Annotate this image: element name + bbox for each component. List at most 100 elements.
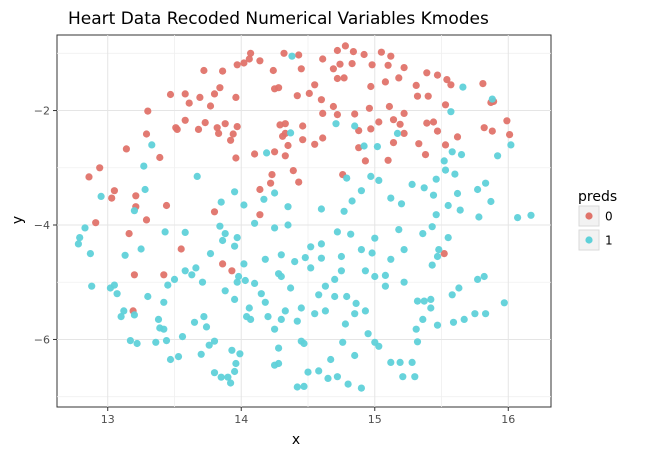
point-pred-0 bbox=[256, 185, 264, 194]
point-pred-1 bbox=[500, 299, 508, 307]
legend-label-0: 0 bbox=[605, 210, 613, 224]
point-pred-1 bbox=[232, 359, 240, 368]
point-pred-1 bbox=[527, 211, 535, 219]
point-pred-1 bbox=[217, 198, 225, 206]
point-pred-0 bbox=[280, 49, 288, 57]
point-pred-0 bbox=[279, 132, 287, 140]
point-pred-0 bbox=[299, 122, 307, 130]
point-pred-0 bbox=[441, 141, 450, 149]
point-pred-1 bbox=[482, 310, 490, 318]
point-pred-1 bbox=[133, 339, 141, 348]
point-pred-0 bbox=[295, 51, 303, 59]
point-pred-1 bbox=[293, 317, 301, 325]
point-pred-1 bbox=[371, 272, 379, 281]
point-pred-1 bbox=[227, 379, 235, 387]
point-pred-1 bbox=[231, 295, 239, 303]
point-pred-1 bbox=[275, 344, 283, 352]
point-pred-1 bbox=[455, 284, 463, 292]
point-pred-1 bbox=[311, 310, 319, 318]
point-pred-1 bbox=[247, 315, 255, 323]
point-pred-1 bbox=[457, 151, 466, 159]
point-pred-1 bbox=[297, 304, 305, 312]
point-pred-1 bbox=[317, 205, 325, 213]
point-pred-0 bbox=[396, 120, 404, 128]
point-pred-0 bbox=[319, 134, 327, 142]
point-pred-1 bbox=[337, 267, 345, 275]
point-pred-1 bbox=[514, 214, 522, 222]
point-pred-1 bbox=[140, 162, 148, 170]
point-pred-1 bbox=[393, 129, 402, 137]
point-pred-1 bbox=[400, 278, 408, 286]
point-pred-1 bbox=[88, 282, 96, 290]
point-pred-1 bbox=[198, 278, 207, 286]
point-pred-1 bbox=[284, 203, 292, 211]
point-pred-1 bbox=[397, 200, 406, 208]
point-pred-1 bbox=[341, 320, 349, 328]
point-pred-0 bbox=[385, 102, 393, 111]
point-pred-1 bbox=[494, 152, 502, 160]
point-pred-0 bbox=[377, 48, 385, 56]
point-pred-1 bbox=[304, 368, 312, 376]
point-pred-0 bbox=[142, 130, 151, 138]
point-pred-1 bbox=[420, 297, 428, 305]
point-pred-0 bbox=[245, 55, 253, 63]
point-pred-0 bbox=[232, 154, 240, 162]
point-pred-1 bbox=[233, 278, 241, 286]
point-pred-1 bbox=[161, 228, 169, 236]
point-pred-1 bbox=[331, 275, 339, 283]
point-pred-1 bbox=[448, 148, 456, 156]
point-pred-0 bbox=[219, 67, 227, 75]
point-pred-0 bbox=[132, 192, 140, 200]
point-pred-0 bbox=[219, 260, 227, 268]
point-pred-1 bbox=[228, 346, 236, 354]
point-pred-1 bbox=[291, 258, 299, 266]
point-pred-1 bbox=[166, 355, 175, 364]
point-pred-1 bbox=[277, 272, 285, 281]
point-pred-0 bbox=[319, 109, 327, 117]
point-pred-1 bbox=[411, 373, 419, 381]
point-pred-0 bbox=[240, 59, 248, 67]
point-pred-1 bbox=[448, 291, 456, 299]
x-axis-title: x bbox=[292, 432, 300, 448]
point-pred-0 bbox=[333, 74, 341, 83]
point-pred-1 bbox=[216, 222, 224, 230]
point-pred-1 bbox=[315, 291, 323, 299]
point-pred-1 bbox=[351, 351, 359, 360]
point-pred-1 bbox=[364, 330, 372, 338]
point-pred-1 bbox=[287, 284, 295, 292]
point-pred-0 bbox=[333, 46, 341, 55]
point-pred-1 bbox=[352, 299, 360, 307]
y-axis-title: y bbox=[10, 216, 26, 224]
y-tick-label: −2 bbox=[34, 105, 50, 118]
point-pred-1 bbox=[190, 318, 199, 326]
point-pred-0 bbox=[317, 96, 325, 104]
point-pred-1 bbox=[137, 245, 145, 253]
point-pred-0 bbox=[423, 119, 431, 127]
point-pred-0 bbox=[355, 144, 363, 152]
point-pred-1 bbox=[367, 172, 375, 180]
point-pred-1 bbox=[344, 380, 352, 388]
point-pred-0 bbox=[185, 99, 193, 107]
point-pred-1 bbox=[181, 228, 189, 236]
point-pred-1 bbox=[451, 170, 459, 178]
point-pred-0 bbox=[108, 194, 116, 202]
point-pred-1 bbox=[413, 297, 422, 305]
point-pred-1 bbox=[371, 234, 379, 242]
point-pred-1 bbox=[271, 325, 279, 333]
point-pred-1 bbox=[357, 384, 365, 392]
point-pred-1 bbox=[475, 213, 483, 221]
point-pred-1 bbox=[240, 260, 248, 268]
point-pred-1 bbox=[331, 292, 339, 301]
point-pred-0 bbox=[122, 145, 130, 153]
point-pred-1 bbox=[343, 174, 351, 182]
point-pred-1 bbox=[333, 373, 341, 381]
point-pred-1 bbox=[321, 307, 329, 315]
y-tick-label: −4 bbox=[34, 219, 50, 232]
point-pred-1 bbox=[263, 149, 271, 157]
point-pred-1 bbox=[433, 321, 442, 329]
point-pred-0 bbox=[415, 140, 423, 148]
point-pred-1 bbox=[337, 252, 345, 261]
point-pred-0 bbox=[268, 171, 276, 179]
point-pred-1 bbox=[361, 307, 369, 315]
point-pred-1 bbox=[427, 295, 435, 303]
